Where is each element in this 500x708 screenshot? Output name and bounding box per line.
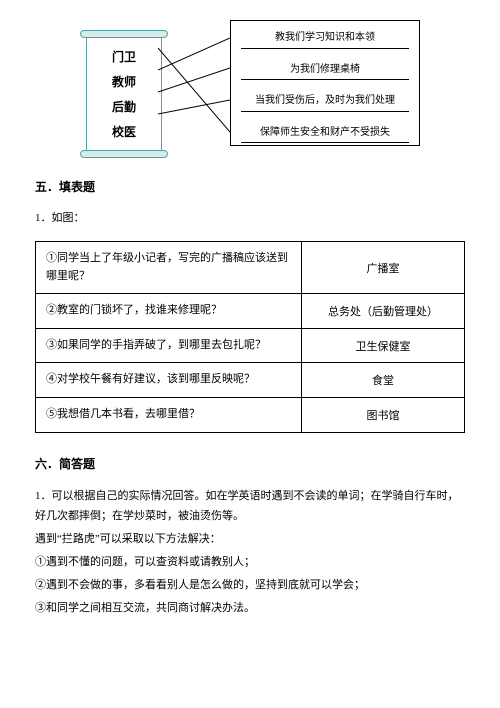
underline bbox=[241, 48, 409, 49]
role-item: 教师 bbox=[87, 69, 161, 94]
answer-item: ①遇到不懂的问题，可以查资料或请教别人； bbox=[35, 552, 465, 573]
description-box: 教我们学习知识和本领 为我们修理桌椅 当我们受伤后，及时为我们处理 保障师生安全… bbox=[230, 20, 420, 146]
answer-item: ②遇到不会做的事，多看看别人是怎么做的，坚持到底就可以学会； bbox=[35, 575, 465, 596]
table-row: ③如果同学的手指弄破了，到哪里去包扎呢？ 卫生保健室 bbox=[36, 328, 465, 363]
description-item: 保障师生安全和财产不受损失 bbox=[231, 116, 419, 148]
scroll-body: 门卫 教师 后勤 校医 bbox=[86, 38, 162, 150]
table-row: ①同学当上了年级小记者，写完的广播稿应该送到哪里呢？ 广播室 bbox=[36, 242, 465, 294]
answer-item: ③和同学之间相互交流，共同商讨解决办法。 bbox=[35, 598, 465, 619]
answer-cell: 卫生保健室 bbox=[301, 328, 464, 363]
answer-cell: 广播室 bbox=[301, 242, 464, 294]
description-text: 保障师生安全和财产不受损失 bbox=[260, 123, 390, 140]
table-row: ⑤我想借几本书看，去哪里借？ 图书馆 bbox=[36, 397, 465, 432]
answer-cell: 图书馆 bbox=[301, 397, 464, 432]
description-item: 为我们修理桌椅 bbox=[231, 53, 419, 85]
description-text: 当我们受伤后，及时为我们处理 bbox=[255, 91, 395, 108]
scroll-container: 门卫 教师 后勤 校医 bbox=[80, 30, 168, 158]
section-5-title: 五．填表题 bbox=[35, 178, 465, 195]
question-cell: ④对学校午餐有好建议，该到哪里反映呢？ bbox=[36, 363, 302, 398]
table-row: ②教室的门锁坏了，找谁来修理呢？ 总务处（后勤管理处） bbox=[36, 294, 465, 329]
description-text: 教我们学习知识和本领 bbox=[275, 28, 375, 45]
answer-sub: 遇到“拦路虎”可以采取以下方法解决： bbox=[35, 529, 465, 550]
section-6-title: 六．简答题 bbox=[35, 455, 465, 472]
scroll-bottom-cap bbox=[80, 150, 168, 158]
role-item: 门卫 bbox=[87, 44, 161, 69]
answer-block: 1．可以根据自己的实际情况回答。如在学英语时遇到不会读的单词；在学骑自行车时，好… bbox=[35, 486, 465, 619]
description-text: 为我们修理桌椅 bbox=[290, 60, 360, 77]
answer-intro: 1．可以根据自己的实际情况回答。如在学英语时遇到不会读的单词；在学骑自行车时，好… bbox=[35, 486, 465, 528]
answer-cell: 总务处（后勤管理处） bbox=[301, 294, 464, 329]
question-cell: ⑤我想借几本书看，去哪里借？ bbox=[36, 397, 302, 432]
section-5-question: 1．如图： bbox=[35, 209, 465, 225]
question-cell: ③如果同学的手指弄破了，到哪里去包扎呢？ bbox=[36, 328, 302, 363]
question-cell: ①同学当上了年级小记者，写完的广播稿应该送到哪里呢？ bbox=[36, 242, 302, 294]
underline bbox=[241, 111, 409, 112]
table-row: ④对学校午餐有好建议，该到哪里反映呢？ 食堂 bbox=[36, 363, 465, 398]
question-cell: ②教室的门锁坏了，找谁来修理呢？ bbox=[36, 294, 302, 329]
description-item: 当我们受伤后，及时为我们处理 bbox=[231, 84, 419, 116]
answer-cell: 食堂 bbox=[301, 363, 464, 398]
role-item: 后勤 bbox=[87, 94, 161, 119]
underline bbox=[241, 79, 409, 80]
description-item: 教我们学习知识和本领 bbox=[231, 21, 419, 53]
connection-lines bbox=[158, 20, 230, 150]
scroll-top-cap bbox=[80, 30, 168, 38]
fill-table: ①同学当上了年级小记者，写完的广播稿应该送到哪里呢？ 广播室 ②教室的门锁坏了，… bbox=[35, 241, 465, 433]
underline bbox=[241, 142, 409, 143]
matching-diagram: 门卫 教师 后勤 校医 教我们学习知识和本领 为我们修理桌椅 当我们受伤后，及时… bbox=[80, 20, 420, 150]
role-item: 校医 bbox=[87, 119, 161, 144]
